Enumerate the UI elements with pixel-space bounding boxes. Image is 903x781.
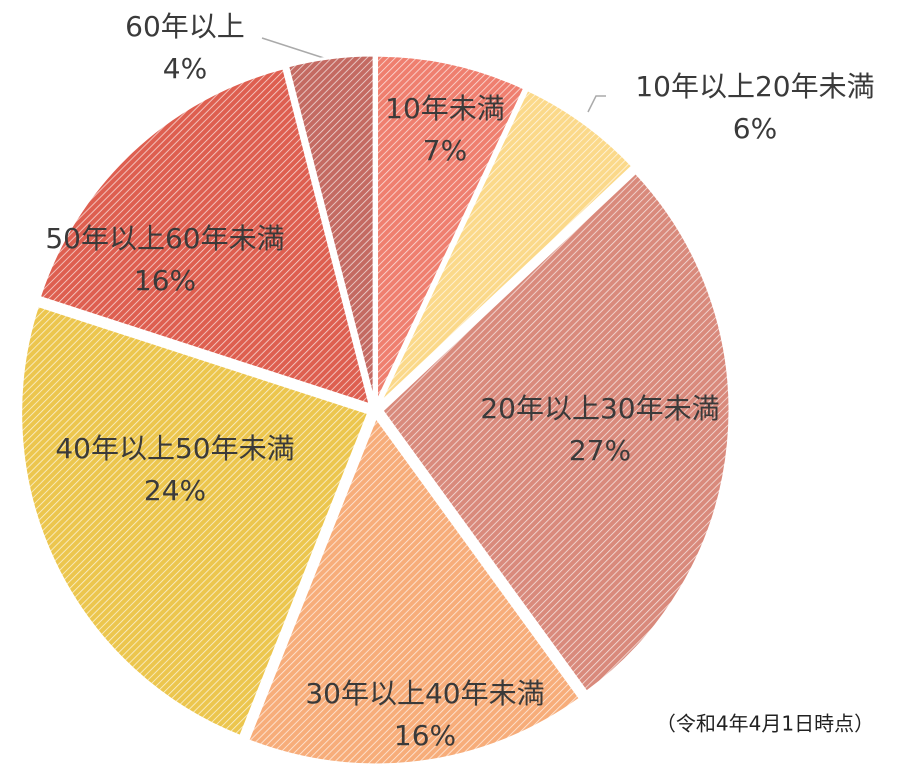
- slice-label: 20年以上30年未満: [480, 392, 719, 425]
- pie-slice: [377, 87, 635, 406]
- pie-slice: [285, 53, 376, 404]
- slice-label: 40年以上50年未満: [55, 432, 294, 465]
- slice-label: 10年以上20年未満: [635, 70, 874, 103]
- slice-label: 30年以上40年未満: [305, 677, 544, 710]
- pie-slice: [375, 53, 527, 404]
- slice-value: 16%: [134, 264, 196, 297]
- slice-label: 50年以上60年未満: [45, 222, 284, 255]
- annotation: （令和4年4月1日時点）: [656, 712, 874, 736]
- pie-slice: [379, 170, 732, 695]
- pie-slice: [19, 303, 371, 739]
- slice-value: 24%: [144, 474, 206, 507]
- pie-slice: [37, 66, 373, 408]
- leader-line: [261, 37, 331, 61]
- slice-label: 10年未満: [385, 92, 505, 125]
- slice-value: 27%: [569, 434, 631, 467]
- slice-value: 6%: [733, 112, 777, 145]
- pie-slice: [245, 413, 583, 767]
- slice-value: 7%: [423, 134, 467, 167]
- slice-label: 60年以上: [125, 10, 245, 43]
- leader-line: [587, 95, 606, 113]
- slice-value: 16%: [394, 719, 456, 752]
- slice-value: 4%: [163, 52, 207, 85]
